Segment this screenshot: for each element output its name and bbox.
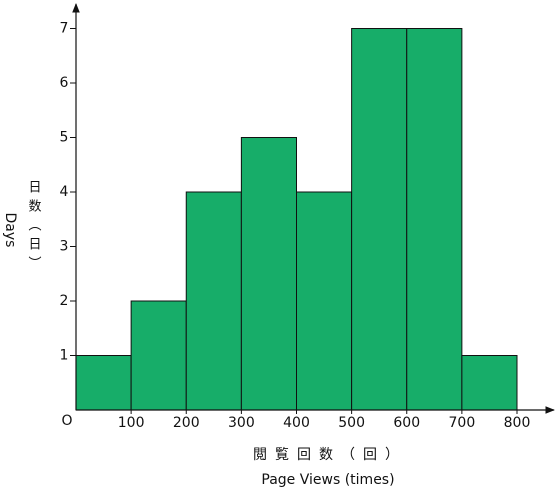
bar xyxy=(406,28,463,411)
y-tick-label: 4 xyxy=(60,184,69,200)
origin-label: O xyxy=(61,413,72,429)
y-tick-label: 7 xyxy=(60,21,69,37)
x-tick-label: 300 xyxy=(228,415,255,431)
bars xyxy=(75,28,518,411)
bar xyxy=(461,355,518,411)
x-axis-label: 閲覧回数（回） xyxy=(253,446,407,463)
x-tick-label: 700 xyxy=(449,415,476,431)
bar xyxy=(185,191,242,411)
x-axis-label-en: Page Views (times) xyxy=(261,472,394,488)
y-tick-label: 2 xyxy=(60,293,69,309)
bar xyxy=(351,28,408,411)
x-tick-label: 100 xyxy=(118,415,145,431)
bar xyxy=(130,300,187,411)
y-tick-label: 1 xyxy=(60,348,69,364)
x-tick-label: 200 xyxy=(173,415,200,431)
bar xyxy=(75,355,132,411)
y-tick-label: 6 xyxy=(60,75,69,91)
x-tick-label: 600 xyxy=(393,415,420,431)
bar xyxy=(240,137,297,411)
x-tick-label: 500 xyxy=(338,415,365,431)
bar xyxy=(296,191,353,411)
y-axis-label: 日数（日） xyxy=(26,180,42,275)
y-tick-label: 5 xyxy=(60,130,69,146)
x-tick-label: 800 xyxy=(504,415,531,431)
y-axis-label-en: Days xyxy=(2,213,18,248)
x-tick-label: 400 xyxy=(283,415,310,431)
y-tick-label: 3 xyxy=(60,239,69,255)
